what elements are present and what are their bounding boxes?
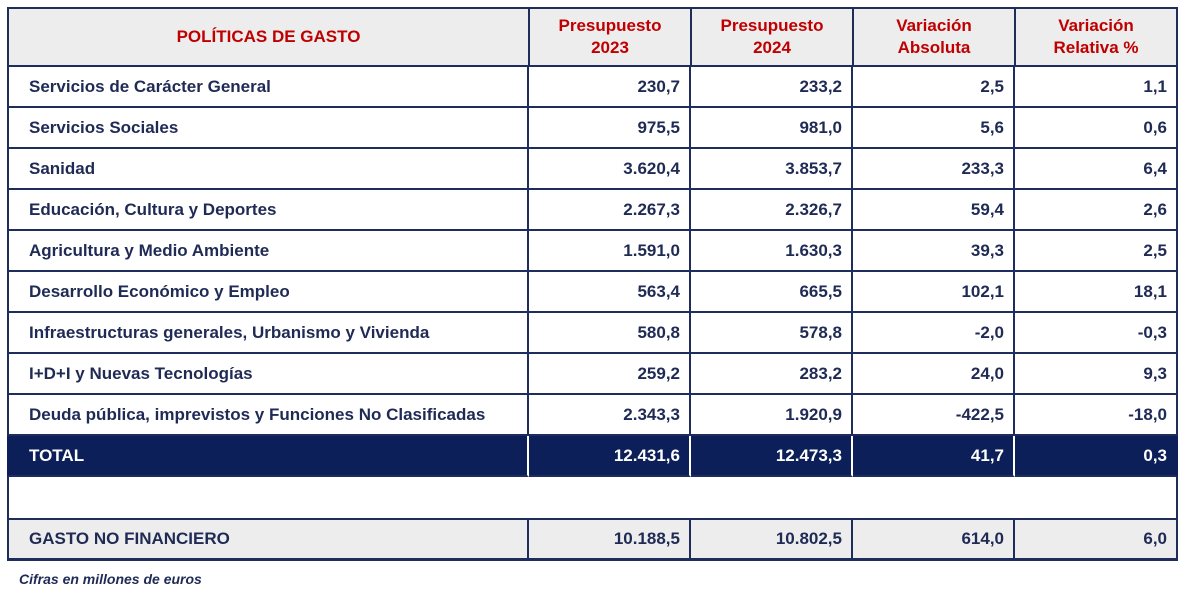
table-row: I+D+I y Nuevas Tecnologías 259,2 283,2 2…: [7, 354, 1178, 395]
cell-2024: 981,0: [691, 108, 853, 149]
header-line: 2024: [753, 38, 791, 57]
table-row: Deuda pública, imprevistos y Funciones N…: [7, 395, 1178, 436]
header-politicas: POLÍTICAS DE GASTO: [7, 7, 529, 67]
cell-2024: 665,5: [691, 272, 853, 313]
cell-abs: 233,3: [853, 149, 1015, 190]
cell-abs: 2,5: [853, 67, 1015, 108]
cell-abs: -2,0: [853, 313, 1015, 354]
header-line: Presupuesto: [720, 16, 824, 35]
cell-abs: -422,5: [853, 395, 1015, 436]
cell-abs: 5,6: [853, 108, 1015, 149]
header-presupuesto-2023: Presupuesto 2023: [529, 7, 691, 67]
cell-2023: 2.343,3: [529, 395, 691, 436]
cell-2023: 580,8: [529, 313, 691, 354]
cell-2023: 230,7: [529, 67, 691, 108]
table-row: Infraestructuras generales, Urbanismo y …: [7, 313, 1178, 354]
total-rel: 0,3: [1015, 436, 1178, 477]
gnf-label: GASTO NO FINANCIERO: [7, 518, 529, 561]
cell-rel: 18,1: [1015, 272, 1178, 313]
cell-2023: 3.620,4: [529, 149, 691, 190]
cell-2024: 283,2: [691, 354, 853, 395]
cell-2023: 975,5: [529, 108, 691, 149]
total-2024: 12.473,3: [691, 436, 853, 477]
cell-2023: 563,4: [529, 272, 691, 313]
table-row: Servicios Sociales 975,5 981,0 5,6 0,6: [7, 108, 1178, 149]
cell-rel: 2,6: [1015, 190, 1178, 231]
cell-2023: 1.591,0: [529, 231, 691, 272]
budget-table-container: POLÍTICAS DE GASTO Presupuesto 2023 Pres…: [7, 7, 1178, 561]
row-label: Servicios Sociales: [7, 108, 529, 149]
gnf-2023: 10.188,5: [529, 518, 691, 561]
row-label: Infraestructuras generales, Urbanismo y …: [7, 313, 529, 354]
row-label: Desarrollo Económico y Empleo: [7, 272, 529, 313]
header-line: Absoluta: [897, 38, 971, 57]
row-label: Agricultura y Medio Ambiente: [7, 231, 529, 272]
budget-table: POLÍTICAS DE GASTO Presupuesto 2023 Pres…: [7, 7, 1178, 561]
cell-rel: 9,3: [1015, 354, 1178, 395]
cell-2024: 233,2: [691, 67, 853, 108]
spacer-cell: [7, 477, 1178, 518]
table-row: Sanidad 3.620,4 3.853,7 233,3 6,4: [7, 149, 1178, 190]
header-variacion-relativa: Variación Relativa %: [1015, 7, 1178, 67]
row-label: Deuda pública, imprevistos y Funciones N…: [7, 395, 529, 436]
row-label: Servicios de Carácter General: [7, 67, 529, 108]
table-row: Servicios de Carácter General 230,7 233,…: [7, 67, 1178, 108]
cell-rel: -18,0: [1015, 395, 1178, 436]
total-abs: 41,7: [853, 436, 1015, 477]
cell-rel: 1,1: [1015, 67, 1178, 108]
cell-rel: 6,4: [1015, 149, 1178, 190]
cell-abs: 59,4: [853, 190, 1015, 231]
total-row: TOTAL 12.431,6 12.473,3 41,7 0,3: [7, 436, 1178, 477]
cell-abs: 102,1: [853, 272, 1015, 313]
header-line: Presupuesto: [558, 16, 662, 35]
header-line: Relativa %: [1053, 38, 1139, 57]
gnf-rel: 6,0: [1015, 518, 1178, 561]
cell-rel: 0,6: [1015, 108, 1178, 149]
cell-2023: 2.267,3: [529, 190, 691, 231]
table-row: Agricultura y Medio Ambiente 1.591,0 1.6…: [7, 231, 1178, 272]
header-line: Variación: [896, 16, 972, 35]
footnote: Cifras en millones de euros: [19, 571, 202, 587]
row-label: I+D+I y Nuevas Tecnologías: [7, 354, 529, 395]
spacer-row: [7, 477, 1178, 518]
cell-2024: 1.920,9: [691, 395, 853, 436]
cell-abs: 24,0: [853, 354, 1015, 395]
gasto-no-financiero-row: GASTO NO FINANCIERO 10.188,5 10.802,5 61…: [7, 518, 1178, 561]
cell-2024: 578,8: [691, 313, 853, 354]
cell-2024: 2.326,7: [691, 190, 853, 231]
header-line: Variación: [1058, 16, 1134, 35]
cell-abs: 39,3: [853, 231, 1015, 272]
cell-rel: -0,3: [1015, 313, 1178, 354]
total-label: TOTAL: [7, 436, 529, 477]
cell-2024: 3.853,7: [691, 149, 853, 190]
total-2023: 12.431,6: [529, 436, 691, 477]
gnf-2024: 10.802,5: [691, 518, 853, 561]
row-label: Educación, Cultura y Deportes: [7, 190, 529, 231]
header-line: 2023: [591, 38, 629, 57]
cell-2024: 1.630,3: [691, 231, 853, 272]
cell-2023: 259,2: [529, 354, 691, 395]
table-row: Desarrollo Económico y Empleo 563,4 665,…: [7, 272, 1178, 313]
cell-rel: 2,5: [1015, 231, 1178, 272]
row-label: Sanidad: [7, 149, 529, 190]
header-variacion-absoluta: Variación Absoluta: [853, 7, 1015, 67]
header-presupuesto-2024: Presupuesto 2024: [691, 7, 853, 67]
gnf-abs: 614,0: [853, 518, 1015, 561]
table-row: Educación, Cultura y Deportes 2.267,3 2.…: [7, 190, 1178, 231]
header-row: POLÍTICAS DE GASTO Presupuesto 2023 Pres…: [7, 7, 1178, 67]
